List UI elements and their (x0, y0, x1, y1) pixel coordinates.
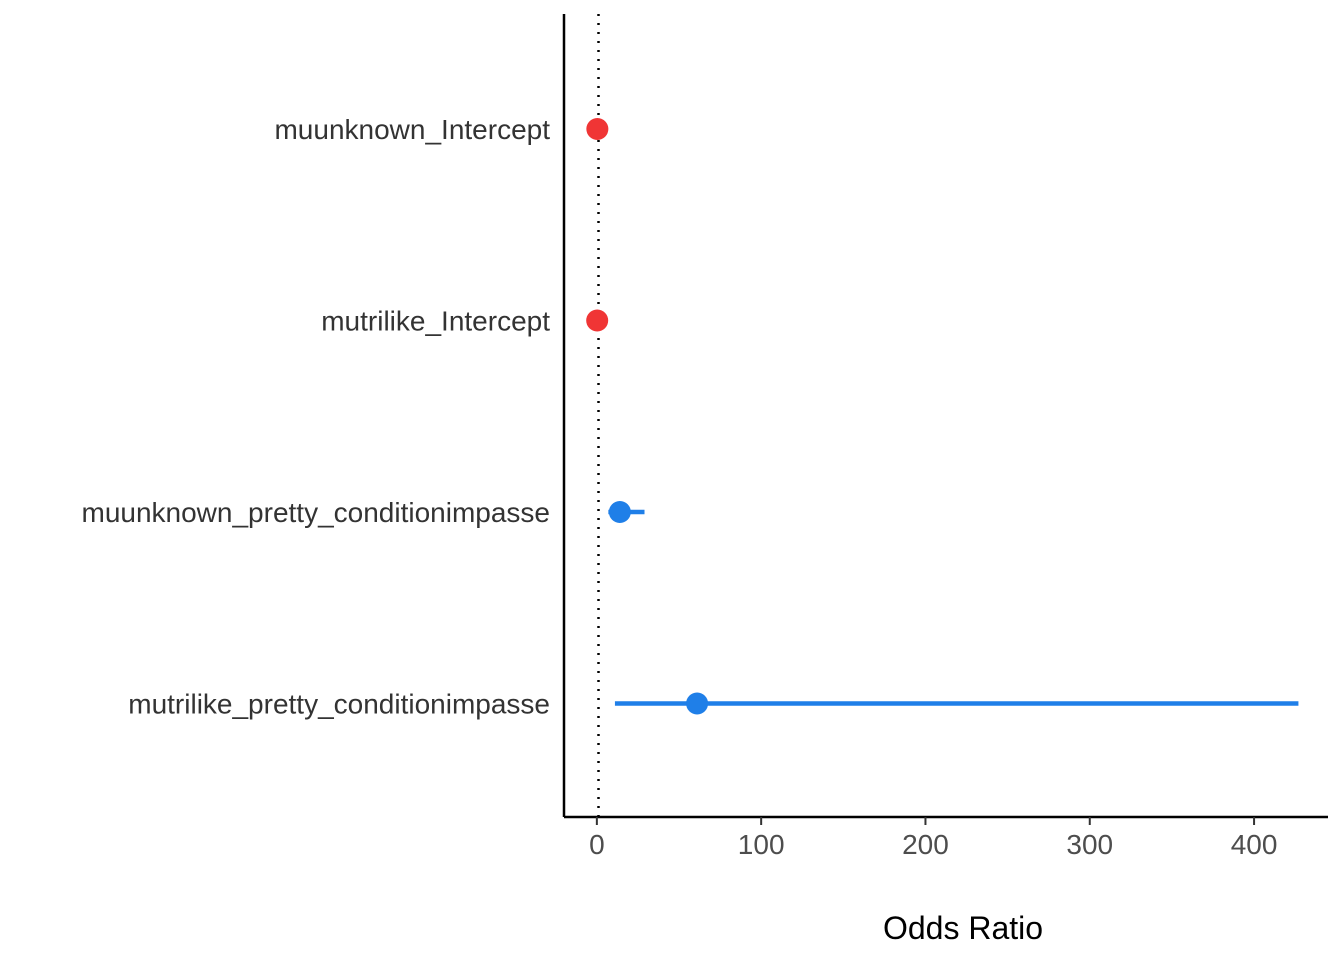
row-label: muunknown_pretty_conditionimpasse (82, 497, 551, 528)
estimate-point (608, 501, 631, 523)
row-label: muunknown_Intercept (274, 114, 550, 145)
row-labels: muunknown_Intercept mutrilike_Interceptmu… (82, 114, 551, 720)
row-label: mutrilike_Intercept (321, 306, 550, 337)
estimate-point (586, 118, 609, 140)
x-tick-label: 200 (902, 829, 949, 860)
x-axis-ticks: 0 100 200 300 400 (589, 817, 1277, 860)
estimate-marks (586, 118, 1299, 715)
x-tick-label: 300 (1066, 829, 1113, 860)
x-tick-label: 100 (738, 829, 785, 860)
estimate-point (686, 692, 709, 715)
x-tick-label: 0 (589, 829, 605, 860)
row-label: mutrilike_pretty_conditionimpasse (128, 689, 550, 720)
x-tick-label: 400 (1231, 829, 1278, 860)
axes (562, 14, 1328, 819)
estimate-point (586, 309, 609, 332)
x-axis-title: Odds Ratio (883, 910, 1043, 946)
